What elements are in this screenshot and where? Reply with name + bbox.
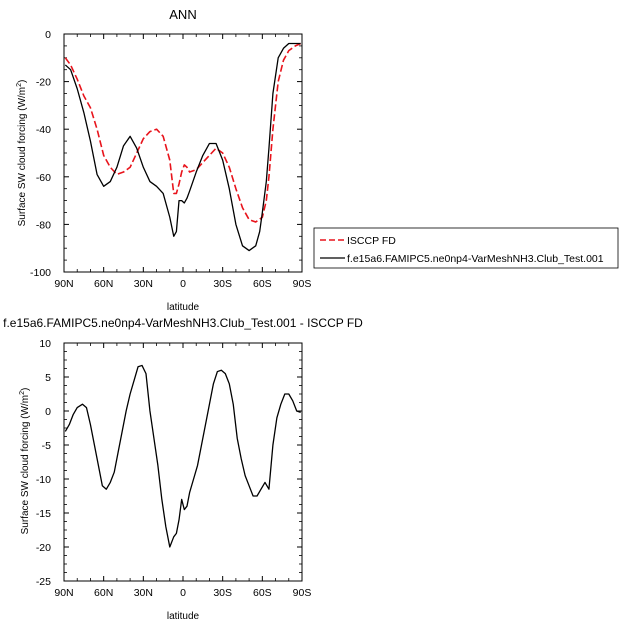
y-tick-label: -20 (36, 542, 51, 554)
top-chart-x-axis-label: latitude (167, 302, 200, 313)
y-tick-label: -25 (36, 576, 51, 588)
y-label-superscript: 2 (19, 391, 26, 395)
x-tick-label: 30S (213, 587, 232, 599)
y-tick-label: -15 (36, 508, 51, 520)
y-tick-label: -20 (36, 77, 51, 89)
x-tick-label: 60S (253, 587, 272, 599)
bottom-chart-ticks (63, 342, 303, 582)
series-line-isccp-fd (64, 42, 302, 223)
y-label-text: Surface SW cloud forcing (W/m (17, 87, 28, 226)
bottom-chart-panel: f.e15a6.FAMIPC5.ne0np4-VarMeshNH3.Club_T… (3, 316, 363, 622)
bottom-chart-plot-frame (63, 342, 303, 582)
x-tick-label: 60N (94, 278, 113, 290)
bottom-chart-tick-labels: 90N 60N 30N 0 30S 60S 90S 10 5 0 -5 -10 -15 -20 -25 (36, 338, 312, 599)
top-chart-series (64, 42, 302, 252)
top-chart-title: ANN (169, 7, 196, 22)
series-line-model (64, 364, 301, 548)
y-tick-label: 0 (45, 406, 51, 418)
x-tick-label: 90S (293, 278, 312, 290)
x-tick-label: 90N (54, 278, 73, 290)
x-tick-label: 30S (213, 278, 232, 290)
bottom-chart-title: f.e15a6.FAMIPC5.ne0np4-VarMeshNH3.Club_T… (3, 316, 363, 330)
x-tick-label: 60N (94, 587, 113, 599)
y-tick-label: -5 (42, 440, 51, 452)
top-chart-tick-labels: 90N 60N 30N 0 30S 60S 90S 0 -20 -40 -60 -80 -100 (30, 29, 311, 290)
x-tick-label: 30N (134, 278, 153, 290)
y-label-superscript: 2 (16, 83, 23, 87)
top-chart-ticks (63, 33, 303, 273)
y-tick-label: 0 (45, 29, 51, 41)
series-line-model (64, 42, 301, 252)
x-tick-label: 0 (180, 278, 186, 290)
x-tick-label: 30N (134, 587, 153, 599)
legend-box (313, 227, 619, 269)
top-chart-panel: ANN Surface SW cloud forcing (W/m2) lati… (16, 7, 311, 313)
y-tick-label: -100 (30, 267, 51, 279)
y-tick-label: 10 (39, 338, 51, 350)
svg-text:Surface SW cloud forcing (W/m2: Surface SW cloud forcing (W/m2) (19, 388, 31, 535)
y-tick-label: 5 (45, 372, 51, 384)
legend-label-model: f.e15a6.FAMIPC5.ne0np4-VarMeshNH3.Club_T… (347, 253, 604, 265)
bottom-chart-x-axis-label: latitude (167, 611, 200, 622)
y-tick-label: -40 (36, 124, 51, 136)
top-chart-legend: ISCCP FD f.e15a6.FAMIPC5.ne0np4-VarMeshN… (313, 227, 619, 269)
x-tick-label: 90N (54, 587, 73, 599)
y-tick-label: -10 (36, 474, 51, 486)
bottom-chart-series (64, 364, 301, 548)
x-tick-label: 0 (180, 587, 186, 599)
svg-text:Surface SW cloud forcing (W/m2: Surface SW cloud forcing (W/m2) (16, 80, 28, 227)
top-chart-plot-frame (63, 33, 303, 273)
top-chart-y-axis-label: Surface SW cloud forcing (W/m2) (16, 80, 28, 227)
x-tick-label: 90S (293, 587, 312, 599)
x-tick-label: 60S (253, 278, 272, 290)
y-label-close: ) (20, 388, 31, 391)
y-tick-label: -60 (36, 172, 51, 184)
bottom-chart-y-axis-label: Surface SW cloud forcing (W/m2) (19, 388, 31, 535)
y-label-close: ) (17, 80, 28, 83)
legend-label-isccp: ISCCP FD (347, 235, 396, 247)
y-label-text: Surface SW cloud forcing (W/m (20, 395, 31, 534)
y-tick-label: -80 (36, 219, 51, 231)
